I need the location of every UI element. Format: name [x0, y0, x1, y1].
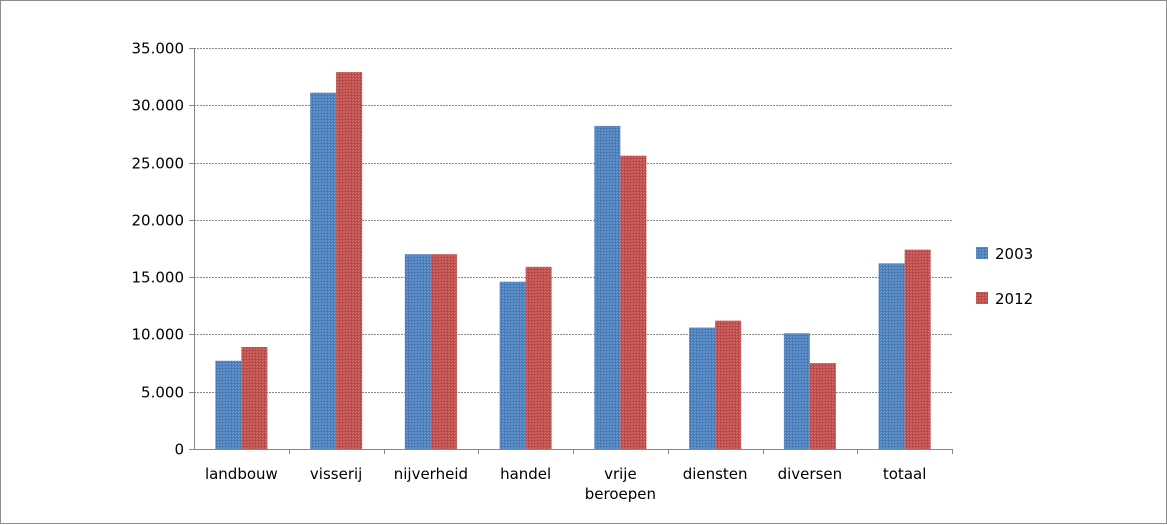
y-tick-label: 35.000 [132, 40, 185, 58]
x-category-label: nijverheid [394, 465, 468, 483]
y-tick-label: 25.000 [132, 155, 185, 173]
legend-label-2003: 2003 [995, 245, 1033, 263]
x-category-label: visserij [310, 465, 362, 483]
bar-2012 [241, 347, 268, 449]
bar-2003 [689, 327, 716, 449]
bar-2012 [715, 320, 742, 449]
bar-2003 [215, 360, 242, 449]
bar-2012 [336, 72, 363, 449]
x-category-label: handel [500, 465, 551, 483]
x-category-label: landbouw [205, 465, 278, 483]
y-tick-labels: 0 5.000 10.000 15.000 20.000 25.000 30.000 35.0… [132, 40, 185, 459]
legend: 2003 2012 [976, 245, 1033, 308]
gridlines [194, 48, 952, 393]
bar-2003 [499, 281, 526, 449]
y-tick-label: 20.000 [132, 212, 185, 230]
bar-2003 [878, 263, 905, 449]
bar-2012 [809, 363, 836, 449]
bar-2012 [904, 249, 931, 449]
axes [189, 48, 953, 454]
y-tick-label: 15.000 [132, 269, 185, 287]
x-category-label: vrije [604, 465, 637, 483]
x-category-labels: landbouw visserij nijverheid handel vrije ber… [205, 465, 926, 503]
bar-2012 [430, 254, 457, 449]
bar-2003 [404, 254, 431, 449]
y-tick-label: 0 [174, 441, 184, 459]
x-category-label: diversen [778, 465, 843, 483]
bar-2012 [620, 155, 647, 449]
y-tick-label: 30.000 [132, 97, 185, 115]
legend-swatch-2003 [976, 247, 988, 259]
x-category-label: diensten [683, 465, 748, 483]
legend-label-2012: 2012 [995, 290, 1033, 308]
bar-2003 [783, 333, 810, 449]
legend-swatch-2012 [976, 292, 988, 304]
x-category-label: beroepen [585, 485, 656, 503]
bars [215, 72, 931, 449]
y-tick-label: 10.000 [132, 326, 185, 344]
bar-2003 [594, 125, 621, 449]
bar-2012 [525, 266, 552, 449]
y-tick-label: 5.000 [141, 384, 184, 402]
bar-2003 [310, 92, 337, 449]
x-category-label: totaal [883, 465, 927, 483]
